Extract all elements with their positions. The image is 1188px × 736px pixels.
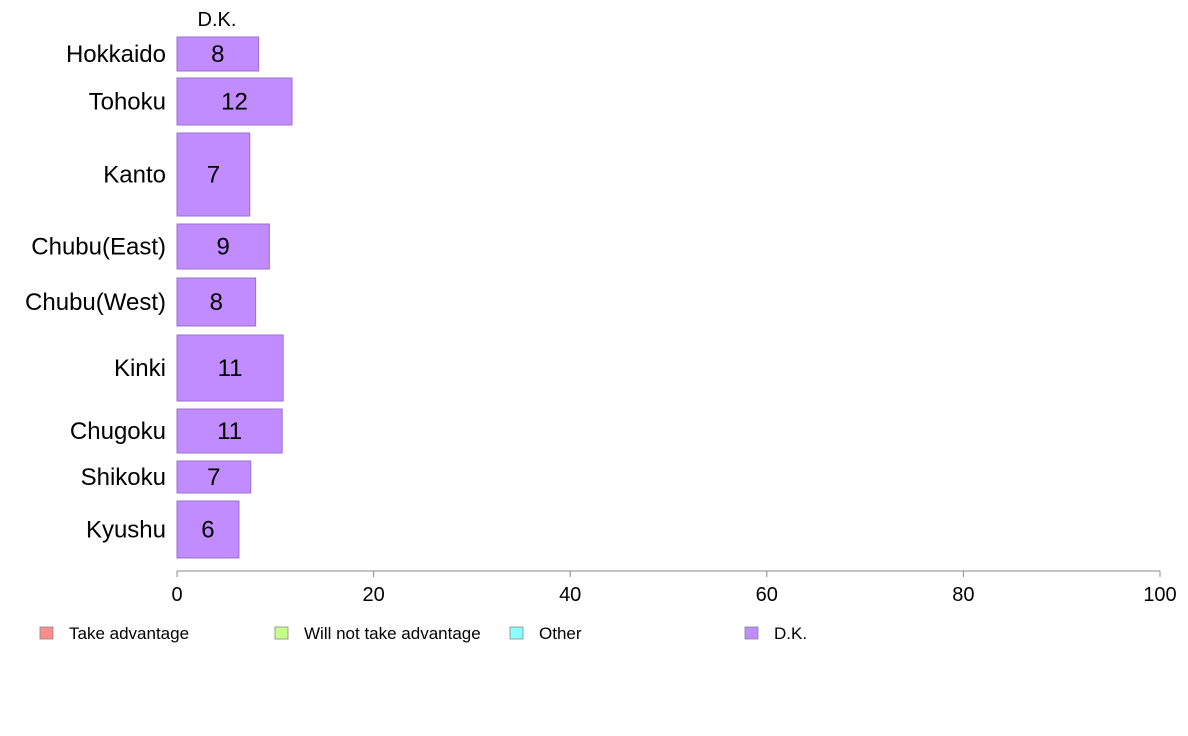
bar-segment: [176, 334, 284, 402]
bar-value-label: 9: [217, 234, 230, 261]
legend-swatch: [744, 626, 759, 640]
legend-label: Other: [539, 624, 582, 643]
legend-swatch: [274, 626, 289, 640]
category-label: Chugoku: [70, 418, 166, 445]
data-labels: 8 12 7 9 8 11 11 7 6: [201, 41, 248, 544]
x-tick-label: 40: [559, 584, 581, 606]
legend-swatch: [509, 626, 524, 640]
bar-value-label: 8: [211, 41, 224, 68]
legend-label: Will not take advantage: [304, 624, 481, 643]
x-tick-label: 0: [171, 584, 182, 606]
bar-value-label: 12: [221, 89, 248, 116]
x-axis: 0 20 40 60 80 100: [171, 570, 1177, 606]
bar-segment: [176, 36, 260, 72]
bar-segment: [176, 77, 293, 126]
category-label: Kinki: [114, 355, 166, 382]
category-label: Kanto: [103, 162, 166, 189]
x-tick-label: 80: [952, 584, 974, 606]
legend: Take advantage Will not take advantage Oth…: [39, 624, 807, 643]
bar-segment: [176, 132, 251, 217]
bar-value-label: 7: [207, 162, 220, 189]
column-header: D.K.: [198, 9, 237, 31]
bar-segment: [176, 223, 270, 270]
legend-label: Take advantage: [69, 624, 189, 643]
x-tick-label: 20: [362, 584, 384, 606]
bar-segment: [176, 277, 257, 327]
category-label: Chubu(West): [25, 289, 166, 316]
legend-swatch: [39, 626, 54, 640]
category-label: Chubu(East): [31, 234, 166, 261]
bar-segment: [176, 460, 252, 494]
category-label: Tohoku: [89, 89, 166, 116]
legend-label: D.K.: [774, 624, 807, 643]
bar-segment: [176, 500, 240, 559]
bar-value-label: 7: [207, 464, 220, 491]
bar-segment: [176, 408, 283, 454]
category-label: Shikoku: [81, 464, 166, 491]
category-label: Hokkaido: [66, 41, 166, 68]
bar-value-label: 11: [217, 418, 242, 445]
category-labels: Hokkaido Tohoku Kanto Chubu(East) Chubu(West…: [25, 41, 166, 544]
x-tick-label: 100: [1143, 584, 1176, 606]
bar-value-label: 6: [201, 517, 214, 544]
bar-value-label: 11: [218, 355, 243, 382]
bars: [176, 36, 293, 559]
x-tick-label: 60: [756, 584, 778, 606]
bar-value-label: 8: [210, 289, 223, 316]
category-label: Kyushu: [86, 517, 166, 544]
